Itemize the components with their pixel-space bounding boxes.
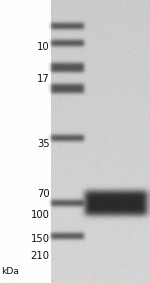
Text: 210: 210	[30, 251, 50, 261]
Text: 17: 17	[37, 74, 50, 84]
Text: 10: 10	[37, 42, 50, 52]
Text: 150: 150	[30, 234, 50, 244]
Text: 100: 100	[31, 210, 50, 220]
Text: kDa: kDa	[2, 267, 20, 276]
Text: 35: 35	[37, 139, 50, 149]
Text: 70: 70	[37, 189, 50, 199]
